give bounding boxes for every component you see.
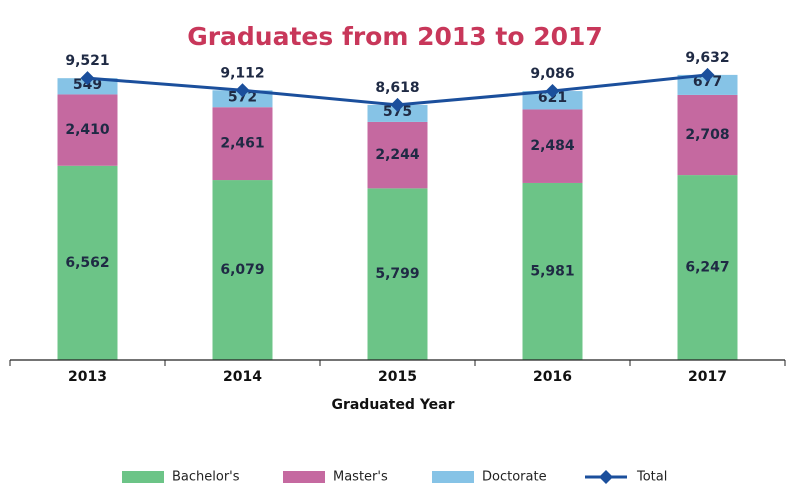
bar-masters-2016: [522, 109, 583, 183]
x-tick-label: 2015: [378, 369, 417, 385]
segment-label: 6,562: [65, 255, 109, 271]
legend-masters-swatch: [283, 471, 325, 483]
bar-bachelors-2015: [367, 188, 428, 360]
total-marker-2013: [80, 71, 95, 86]
bar-bachelors-2013: [57, 165, 118, 360]
total-label: 9,521: [65, 53, 109, 69]
x-axis-title: Graduated Year: [331, 397, 454, 413]
total-label: 8,618: [375, 80, 419, 96]
segment-label: 2,708: [685, 127, 729, 143]
bar-masters-2015: [367, 121, 428, 189]
x-tick-label: 2017: [688, 369, 727, 385]
total-label: 9,086: [530, 66, 574, 82]
total-marker-2014: [235, 83, 250, 98]
legend-bachelors-label: Bachelor's: [172, 470, 240, 485]
x-tick-label: 2016: [533, 369, 572, 385]
total-label: 9,112: [220, 65, 264, 81]
segment-label: 5,799: [375, 266, 419, 282]
total-marker-2016: [545, 84, 560, 99]
total-label: 9,632: [685, 50, 729, 66]
segment-label: 2,410: [65, 122, 110, 138]
legend-bachelors-swatch: [122, 471, 164, 483]
total-marker-2015: [390, 97, 405, 112]
bar-bachelors-2016: [522, 182, 583, 360]
legend-total-marker: [599, 470, 613, 484]
segment-label: 2,244: [375, 147, 420, 163]
legend-doctorate-swatch: [432, 471, 474, 483]
bar-bachelors-2014: [212, 180, 273, 360]
segment-label: 5,981: [530, 263, 574, 279]
legend-doctorate-label: Doctorate: [482, 470, 547, 485]
bar-doctorate-2013: [57, 78, 118, 95]
x-tick-label: 2013: [68, 369, 107, 385]
segment-label: 6,247: [685, 260, 729, 276]
bar-masters-2014: [212, 107, 273, 181]
bar-doctorate-2014: [212, 90, 273, 108]
bar-doctorate-2015: [367, 104, 428, 122]
segment-label: 2,484: [530, 138, 575, 154]
bar-masters-2017: [677, 94, 738, 176]
legend-total-label: Total: [636, 470, 667, 485]
chart-title: Graduates from 2013 to 2017: [187, 22, 603, 51]
segment-label: 2,461: [220, 136, 264, 152]
bar-bachelors-2017: [677, 175, 738, 360]
x-tick-label: 2014: [223, 369, 262, 385]
bar-doctorate-2017: [677, 74, 738, 95]
legend-masters-label: Master's: [333, 470, 388, 485]
bar-doctorate-2016: [522, 91, 583, 110]
bar-masters-2013: [57, 94, 118, 166]
segment-label: 6,079: [220, 262, 264, 278]
total-marker-2017: [700, 67, 715, 82]
